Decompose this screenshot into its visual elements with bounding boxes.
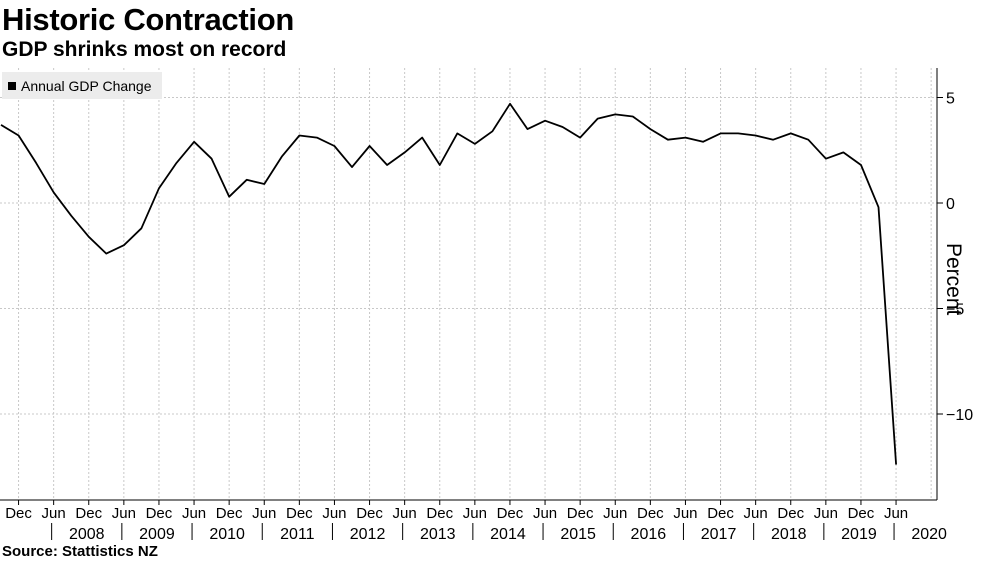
y-tick-label: −10 [946,407,973,424]
y-tick-label: 5 [946,91,955,108]
year-label: 2008 [69,526,105,543]
x-tick-label: Jun [884,505,908,522]
x-tick-label: Jun [112,505,136,522]
year-label: 2011 [280,526,315,543]
x-tick-label: Dec [848,505,875,522]
x-tick-label: Jun [603,505,627,522]
x-tick-label: Dec [216,505,243,522]
year-label: 2017 [701,526,737,543]
year-label: 2013 [420,526,456,543]
x-tick-label: Jun [42,505,66,522]
x-tick-label: Dec [567,505,594,522]
y-tick-label: 0 [946,196,955,213]
x-tick-label: Jun [533,505,557,522]
year-label: 2016 [631,526,667,543]
year-label: 2019 [841,526,877,543]
x-tick-label: Dec [286,505,313,522]
x-tick-label: Dec [426,505,453,522]
chart-subtitle: GDP shrinks most on record [2,38,287,61]
x-tick-label: Jun [744,505,768,522]
x-tick-label: Dec [5,505,32,522]
x-tick-label: Jun [322,505,346,522]
x-tick-label: Dec [497,505,524,522]
year-label: 2009 [139,526,175,543]
x-tick-label: Dec [707,505,734,522]
legend-label: Annual GDP Change [21,77,152,94]
year-label: 2010 [209,526,245,543]
series-line-annual-gdp-change [0,102,897,465]
x-tick-label: Dec [777,505,804,522]
x-tick-label: Jun [814,505,838,522]
x-tick-label: Jun [463,505,487,522]
legend: Annual GDP Change [2,72,162,99]
year-label: 2018 [771,526,807,543]
y-tick-label: −5 [946,302,964,319]
x-tick-label: Dec [146,505,173,522]
x-tick-label: Dec [75,505,102,522]
legend-swatch [8,81,16,90]
year-label: 2014 [490,526,526,543]
y-axis-title: Percent [942,243,965,316]
x-tick-label: Jun [252,505,276,522]
year-label: 2012 [350,526,386,543]
year-label: 2015 [560,526,596,543]
chart-title: Historic Contraction [2,2,294,37]
source-note: Source: Stattistics NZ [2,543,158,560]
x-tick-label: Dec [637,505,664,522]
year-label: 2020 [911,526,947,543]
x-tick-label: Dec [356,505,383,522]
x-tick-label: Jun [393,505,417,522]
x-tick-label: Jun [182,505,206,522]
x-tick-label: Jun [673,505,697,522]
